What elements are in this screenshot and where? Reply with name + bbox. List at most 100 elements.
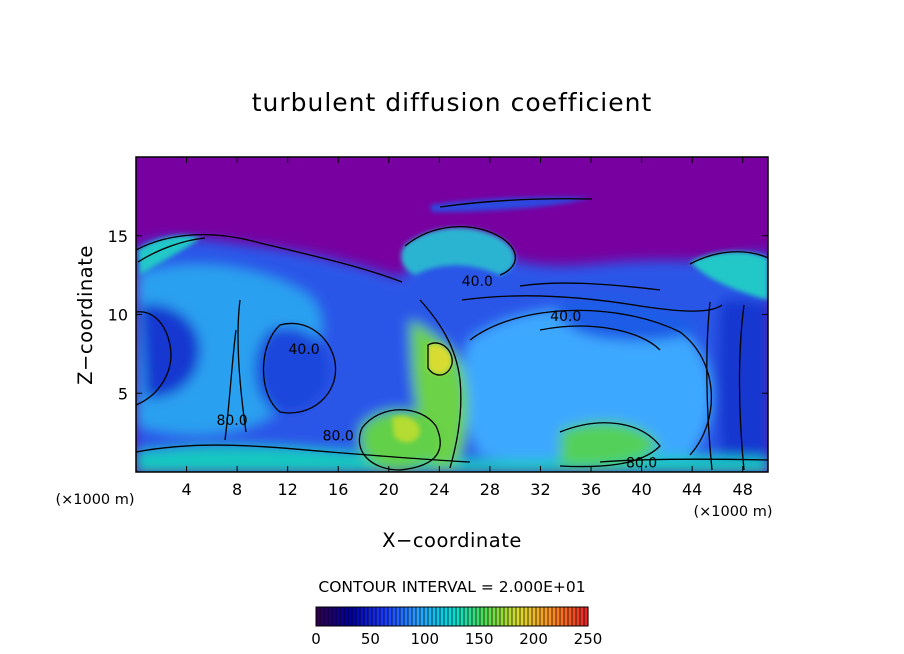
colorbar-cell <box>372 607 377 626</box>
colorbar-cell <box>440 607 445 626</box>
contour-line <box>262 322 337 414</box>
colorbar-frame <box>315 606 589 627</box>
colorbar-cell <box>328 607 333 626</box>
colorbar-cell <box>436 607 441 626</box>
colorbar-cell <box>360 607 365 626</box>
contour-line <box>358 409 441 471</box>
colorbar-cell <box>368 607 373 626</box>
colorbar-cell <box>544 607 549 626</box>
anvil-turbulence <box>401 227 515 275</box>
colorbar-cell <box>528 607 533 626</box>
colorbar-cell <box>452 607 457 626</box>
x-tick-label: 20 <box>379 480 399 499</box>
contour-label: 80.0 <box>626 455 657 471</box>
colorbar-tick-label: 0 <box>311 630 321 648</box>
contour-label: 80.0 <box>323 429 354 445</box>
far-right-column-shape <box>717 298 768 470</box>
right-eddy-shape <box>461 308 712 467</box>
colorbar-cell <box>404 607 409 626</box>
colorbar-cell <box>424 607 429 626</box>
x-ticks: 4 8 12 16 20 24 28 32 36 40 44 48 <box>181 157 753 499</box>
colorbar-cell <box>560 607 565 626</box>
contour-line <box>237 299 247 433</box>
chart-title: turbulent diffusion coefficient <box>252 88 653 117</box>
colorbar-cell <box>572 607 577 626</box>
colorbar-cell <box>364 607 369 626</box>
x-tick-label: 28 <box>480 480 500 499</box>
colorbar-cell <box>400 607 405 626</box>
colorbar-cell <box>348 607 353 626</box>
colorbar-cell <box>564 607 569 626</box>
x-tick-label: 36 <box>581 480 601 499</box>
colorbar-cell <box>556 607 561 626</box>
contour-line <box>427 342 453 376</box>
colorbar-cell <box>480 607 485 626</box>
colorbar-tick-label: 50 <box>361 630 380 648</box>
plot-area: 40.0 80.0 80.0 40.0 40.0 80.0 <box>136 157 768 472</box>
contour-line <box>539 325 661 351</box>
heatmap-field <box>136 197 768 472</box>
colorbar-cell <box>332 607 337 626</box>
colorbar-cell <box>408 607 413 626</box>
colorbar-cell <box>472 607 477 626</box>
contour-line <box>738 304 745 471</box>
x-tick-label: 16 <box>328 480 348 499</box>
colorbar-cell <box>552 607 557 626</box>
colorbar-cell <box>428 607 433 626</box>
colorbar-cell <box>516 607 521 626</box>
contour-line <box>469 309 713 456</box>
contour-line <box>439 198 593 208</box>
colorbar-cell <box>460 607 465 626</box>
colorbar-cell <box>316 607 321 626</box>
colorbar-tick-label: 150 <box>465 630 494 648</box>
updraft-hotspot <box>428 343 452 374</box>
contour-label: 40.0 <box>550 309 581 325</box>
colorbar-cell <box>488 607 493 626</box>
colorbar-cell <box>468 607 473 626</box>
x-tick-label: 32 <box>530 480 550 499</box>
x-unit-right: (×1000 m) <box>693 504 772 520</box>
colorbar: 0 50 100 150 200 250 <box>311 606 602 648</box>
x-tick-label: 44 <box>682 480 702 499</box>
colorbar-cell <box>420 607 425 626</box>
colorbar-cell <box>484 607 489 626</box>
x-tick-label: 8 <box>232 480 242 499</box>
colorbar-cell <box>548 607 553 626</box>
contour-line <box>599 458 768 463</box>
right-surface-green-shape <box>560 421 660 466</box>
colorbar-cell <box>324 607 329 626</box>
y-tick-label: 5 <box>118 384 128 403</box>
left-eddy-core-shape <box>140 304 200 399</box>
colorbar-cell <box>448 607 453 626</box>
contour-label: 40.0 <box>462 274 493 290</box>
colorbar-cell <box>512 607 517 626</box>
colorbar-cell <box>384 607 389 626</box>
colorbar-cell <box>540 607 545 626</box>
colorbar-cell <box>432 607 437 626</box>
contour-line <box>136 311 172 406</box>
cirrus-streak <box>430 197 590 212</box>
y-ticks: 5 10 15 <box>108 227 768 403</box>
colorbar-cell <box>396 607 401 626</box>
colorbar-cell <box>508 607 513 626</box>
colorbar-cell <box>320 607 325 626</box>
right-top-turbulence <box>690 251 768 300</box>
contour-line <box>519 282 661 291</box>
contour-line <box>559 422 661 468</box>
x-tick-label: 12 <box>278 480 298 499</box>
right-eddy-core-shape <box>557 296 700 341</box>
colorbar-cell <box>352 607 357 626</box>
colorbar-cell <box>520 607 525 626</box>
colorbar-cell <box>340 607 345 626</box>
contour-label: 80.0 <box>216 413 247 429</box>
contour-line <box>706 301 713 471</box>
colorbar-cell <box>580 607 585 626</box>
y-axis-label: Z−coordinate <box>74 245 97 385</box>
x-tick-label: 48 <box>733 480 753 499</box>
colorbar-tick-label: 100 <box>410 630 439 648</box>
colorbar-cell <box>376 607 381 626</box>
contour-line <box>461 295 723 312</box>
x-tick-label: 4 <box>181 480 191 499</box>
contour-label: 40.0 <box>289 342 320 358</box>
